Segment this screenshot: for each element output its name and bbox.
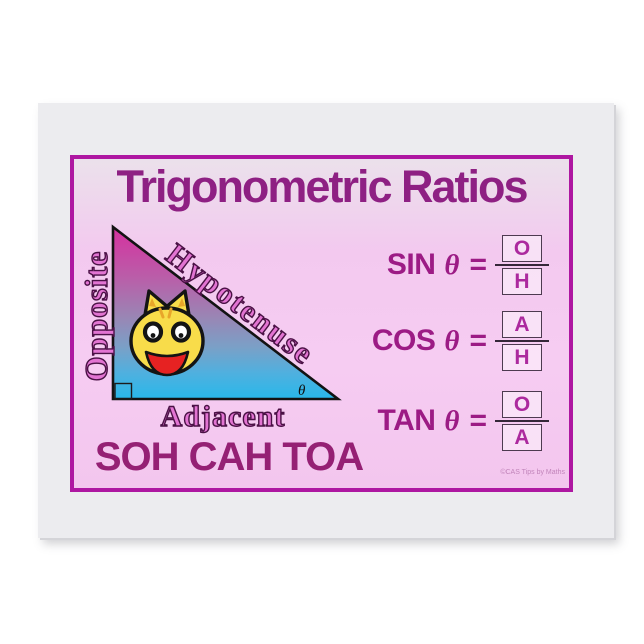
formula-cos-name: COS: [371, 324, 436, 357]
equals-sign: =: [469, 404, 487, 437]
poster-sheet: Trigonometric Ratios θ: [38, 103, 614, 538]
formula-sin-fraction: O H: [495, 235, 549, 295]
fraction-line: [495, 340, 549, 342]
theta-symbol: θ: [444, 405, 460, 437]
label-adjacent: Adjacent: [160, 400, 286, 433]
poster-title: Trigonometric Ratios: [116, 161, 528, 212]
formula-tan-name: TAN: [377, 404, 436, 437]
cat-face-icon: [129, 289, 205, 377]
denominator-box: A: [502, 424, 542, 451]
formula-row-sin: SIN θ = O H: [364, 233, 549, 297]
numerator-box: A: [502, 311, 542, 338]
triangle-diagram: θ: [111, 224, 342, 401]
theta-symbol: θ: [444, 325, 460, 357]
numerator-box: O: [502, 235, 542, 262]
equals-sign: =: [469, 324, 487, 357]
formula-tan-label: TAN θ =: [377, 406, 487, 436]
fraction-line: [495, 420, 549, 422]
formula-row-tan: TAN θ = O A: [364, 389, 549, 453]
theta-symbol: θ: [444, 249, 460, 281]
right-angle-marker: [114, 382, 133, 400]
equals-sign: =: [469, 248, 487, 281]
fraction-line: [495, 264, 549, 266]
formula-cos-label: COS θ =: [372, 326, 487, 356]
formula-sin-name: SIN: [386, 248, 436, 281]
theta-angle-label: θ: [298, 383, 306, 399]
denominator-box: H: [502, 344, 542, 371]
mnemonic-text: SOH CAH TOA: [94, 435, 364, 479]
formula-sin-label: SIN θ =: [387, 250, 487, 280]
numerator-box: O: [502, 391, 542, 418]
denominator-box: H: [502, 268, 542, 295]
poster-frame: Trigonometric Ratios θ: [70, 155, 573, 492]
formula-cos-fraction: A H: [495, 311, 549, 371]
formula-tan-fraction: O A: [495, 391, 549, 451]
label-opposite: Opposite: [77, 250, 114, 382]
watermark-text: ©CAS Tips by Maths: [500, 469, 565, 476]
formula-row-cos: COS θ = A H: [364, 309, 549, 373]
